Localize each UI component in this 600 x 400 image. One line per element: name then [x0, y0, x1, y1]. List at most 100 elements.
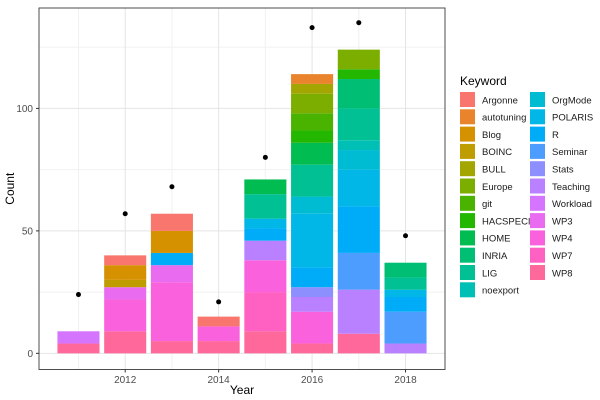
bar-segment-2013-Argonne — [150, 213, 193, 231]
data-point-2014 — [216, 299, 222, 305]
legend-label-Blog: Blog — [482, 130, 501, 141]
legend-label-R: R — [552, 130, 559, 141]
bar-segment-2017-R — [337, 206, 380, 253]
legend-swatch-Blog — [460, 126, 475, 142]
legend-swatch-WP3 — [530, 213, 545, 229]
bar-segment-2011-WP8 — [57, 343, 100, 354]
data-point-2018 — [403, 233, 409, 239]
x-tick-label: 2016 — [301, 375, 324, 386]
legend-label-Teaching: Teaching — [552, 182, 590, 193]
bar-segment-2015-POLARIS — [244, 218, 287, 229]
legend-label-WP3: WP3 — [552, 216, 573, 227]
legend-swatch-git — [460, 195, 475, 211]
data-point-2011 — [75, 292, 81, 298]
legend-swatch-WP8 — [530, 265, 545, 280]
bar-segment-2017-LIG — [337, 108, 380, 141]
legend-label-POLARIS: POLARIS — [552, 113, 593, 124]
bar-segment-2016-WP4 — [291, 311, 334, 344]
legend-label-LIG: LIG — [482, 268, 497, 279]
bar-segment-2017-Teaching — [337, 289, 380, 334]
bar-segment-2014-WP4 — [197, 326, 240, 342]
legend-swatch-Seminar — [530, 143, 545, 159]
legend-label-autotuning: autotuning — [482, 113, 526, 124]
x-axis-title: Year — [230, 383, 254, 397]
bar-segment-2017-OrgMode — [337, 150, 380, 170]
legend-label-Seminar: Seminar — [552, 147, 587, 158]
bars — [57, 49, 427, 354]
bar-segment-2016-HOME — [291, 142, 334, 165]
bar-segment-2012-WP4 — [104, 299, 147, 332]
data-point-2016 — [309, 25, 315, 31]
bar-segment-2016-R — [291, 267, 334, 288]
bar-segment-2017-Seminar — [337, 252, 380, 290]
bar-segment-2016-LIG — [291, 164, 334, 197]
bar-segment-2015-Teaching — [244, 240, 287, 261]
bar-segment-2018-R — [384, 297, 427, 312]
legend-label-BOINC: BOINC — [482, 147, 512, 158]
bar-segment-2017-noexport — [337, 140, 380, 151]
legend-swatch-BOINC — [460, 143, 475, 159]
bar-segment-2016-BULL — [291, 83, 334, 94]
data-point-2015 — [262, 154, 268, 160]
legend-label-Stats: Stats — [552, 165, 574, 176]
bar-segment-2017-POLARIS — [337, 169, 380, 207]
legend-title: Keyword — [460, 74, 507, 88]
bar-segment-2014-WP8 — [197, 341, 240, 354]
y-tick-label: 0 — [27, 349, 33, 360]
legend-swatch-INRIA — [460, 247, 475, 263]
x-tick-label: 2014 — [208, 375, 231, 386]
bar-segment-2011-Workload — [57, 331, 100, 344]
legend-swatch-Europe — [460, 178, 475, 194]
bar-segment-2013-R — [150, 252, 193, 266]
bar-segment-2012-BOINC — [104, 279, 147, 288]
legend-label-BULL: BULL — [482, 165, 506, 176]
bar-segment-2015-WP8 — [244, 331, 287, 354]
bar-segment-2015-R — [244, 228, 287, 241]
bar-segment-2012-Argonne — [104, 255, 147, 266]
legend-label-WP8: WP8 — [552, 268, 573, 279]
legend-swatch-Stats — [530, 161, 545, 177]
bar-segment-2013-WP3 — [150, 265, 193, 283]
legend-label-OrgMode: OrgMode — [552, 95, 592, 106]
bar-segment-2016-WP8 — [291, 343, 334, 354]
legend-label-Argonne: Argonne — [482, 95, 518, 106]
bar-segment-2016-git — [291, 113, 334, 131]
legend-swatch-Argonne — [460, 92, 475, 107]
legend-label-Europe: Europe — [482, 182, 513, 193]
legend-label-WP7: WP7 — [552, 251, 573, 262]
x-tick-label: 2018 — [394, 375, 417, 386]
legend-label-WP4: WP4 — [552, 234, 573, 245]
legend-swatch-WP4 — [530, 230, 545, 246]
data-point-2012 — [122, 211, 128, 217]
legend-label-noexport: noexport — [482, 286, 519, 297]
legend-swatch-BULL — [460, 161, 475, 177]
bar-segment-2013-Blog — [150, 230, 193, 253]
legend-swatch-HOME — [460, 230, 475, 246]
bar-segment-2017-Europe — [337, 49, 380, 70]
legend-label-INRIA: INRIA — [482, 251, 508, 262]
bar-segment-2016-Europe — [291, 93, 334, 114]
legend-swatch-Teaching — [530, 178, 545, 194]
points — [75, 20, 409, 305]
y-tick-label: 50 — [22, 226, 34, 237]
bar-segment-2014-Argonne — [197, 316, 240, 327]
bar-segment-2012-WP8 — [104, 331, 147, 354]
y-axis-title: Count — [3, 172, 17, 205]
legend-label-git: git — [482, 199, 492, 210]
bar-segment-2012-WP3 — [104, 287, 147, 300]
bar-segment-2015-LIG — [244, 194, 287, 219]
legend-swatch-R — [530, 126, 545, 142]
legend-swatch-POLARIS — [530, 109, 545, 125]
bar-segment-2015-WP4 — [244, 260, 287, 293]
legend-swatch-LIG — [460, 265, 475, 280]
legend: Argonne autotuning Blog BOINC BULL Europe git H… — [460, 92, 593, 298]
bar-segment-2018-POLARIS — [384, 289, 427, 298]
legend-swatch-noexport — [460, 282, 475, 298]
legend-swatch-WP7 — [530, 247, 545, 263]
bar-segment-2016-HACSPECIS — [291, 130, 334, 143]
panel-border — [38, 7, 446, 370]
bar-segment-2012-Blog — [104, 265, 147, 280]
x-tick-label: 2012 — [114, 375, 137, 386]
